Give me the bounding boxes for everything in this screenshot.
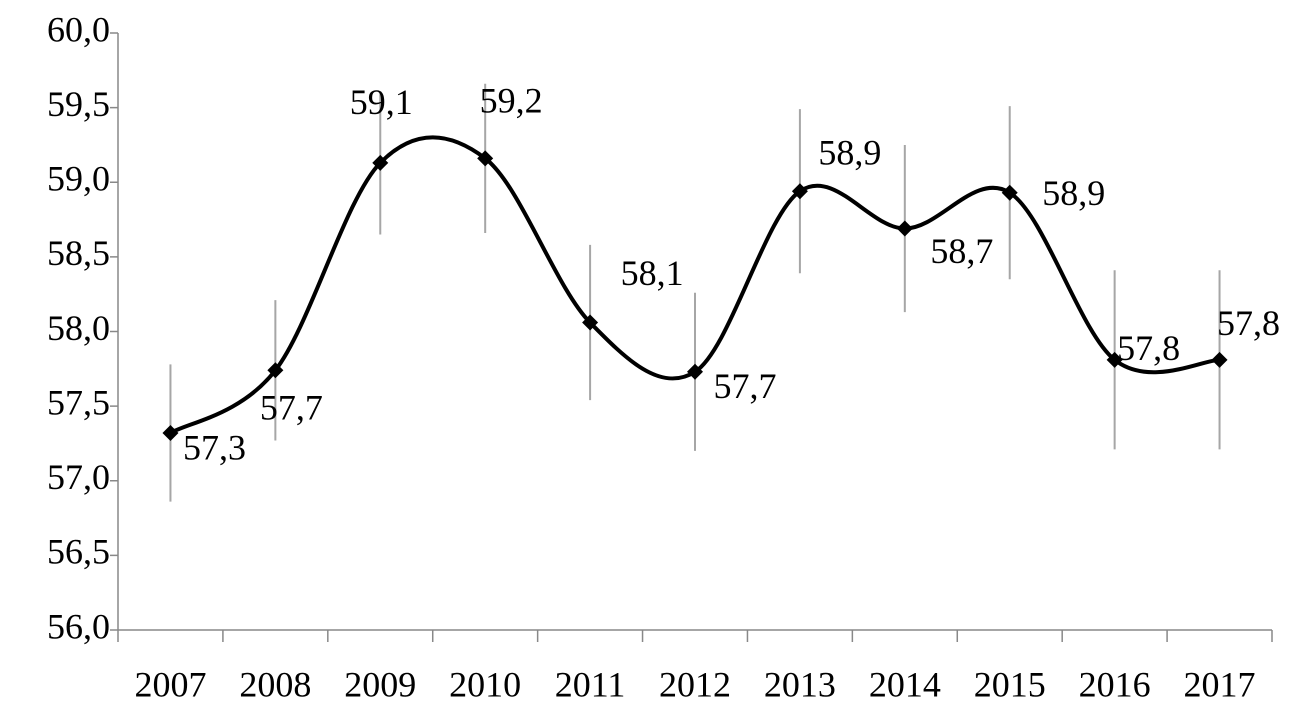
marker <box>477 150 494 167</box>
x-tick-label: 2014 <box>869 664 941 704</box>
data-label: 58,7 <box>930 231 993 271</box>
marker <box>162 424 179 441</box>
y-tick-label: 56,0 <box>47 606 110 646</box>
data-label: 59,2 <box>480 81 543 121</box>
y-tick-label: 58,0 <box>47 308 110 348</box>
y-tick-label: 58,5 <box>47 233 110 273</box>
y-tick-label: 59,5 <box>47 84 110 124</box>
y-tick-label: 59,0 <box>47 159 110 199</box>
marker <box>1211 351 1228 368</box>
y-tick-label: 60,0 <box>47 9 110 49</box>
x-tick-label: 2012 <box>659 664 731 704</box>
x-tick-label: 2008 <box>239 664 311 704</box>
x-tick-label: 2007 <box>134 664 206 704</box>
data-label: 57,7 <box>714 366 777 406</box>
x-tick-label: 2009 <box>344 664 416 704</box>
marker <box>791 183 808 200</box>
x-tick-label: 2013 <box>764 664 836 704</box>
data-label: 57,8 <box>1117 328 1180 368</box>
data-label: 58,9 <box>818 132 881 172</box>
marker <box>372 154 389 171</box>
data-label: 59,1 <box>350 82 413 122</box>
marker <box>267 362 284 379</box>
marker <box>1106 351 1123 368</box>
x-tick-label: 2015 <box>974 664 1046 704</box>
marker <box>1001 184 1018 201</box>
marker <box>896 220 913 237</box>
marker <box>582 314 599 331</box>
x-tick-label: 2010 <box>449 664 521 704</box>
y-tick-label: 56,5 <box>47 532 110 572</box>
marker <box>687 363 703 380</box>
x-tick-label: 2016 <box>1079 664 1151 704</box>
x-tick-label: 2011 <box>555 664 626 704</box>
data-label: 58,9 <box>1042 173 1105 213</box>
y-tick-label: 57,0 <box>47 457 110 497</box>
data-label: 58,1 <box>621 253 684 293</box>
data-label: 57,7 <box>260 388 323 428</box>
x-tick-label: 2017 <box>1184 664 1256 704</box>
y-tick-label: 57,5 <box>47 382 110 422</box>
data-label: 57,3 <box>183 427 246 467</box>
data-label: 57,8 <box>1217 303 1280 343</box>
